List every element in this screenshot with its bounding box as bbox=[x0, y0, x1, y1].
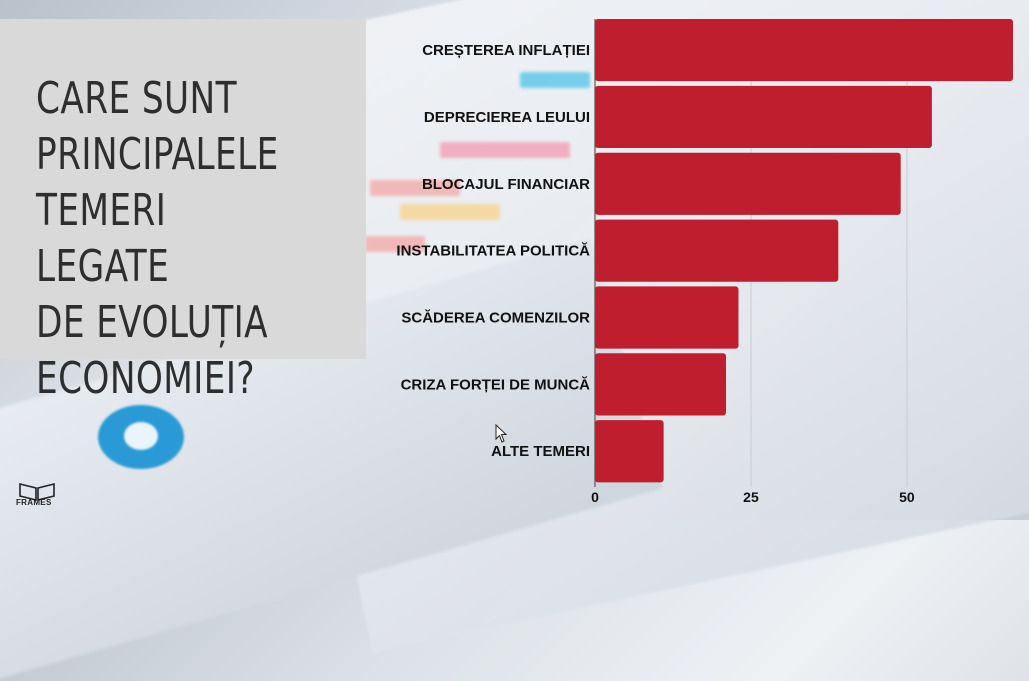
background-decoration bbox=[440, 142, 570, 158]
x-tick-label: 50 bbox=[899, 489, 915, 505]
chart-bar bbox=[595, 353, 727, 416]
x-tick-label: 25 bbox=[743, 489, 759, 505]
chart-bar bbox=[595, 219, 839, 282]
background-decoration bbox=[124, 422, 158, 450]
category-label: DEPRECIEREA LEULUI bbox=[424, 109, 590, 126]
background-decoration bbox=[520, 72, 590, 88]
chart-category-labels: CREȘTEREA INFLAȚIEI DEPRECIEREA LEULUI BLO… bbox=[396, 42, 590, 460]
category-label: BLOCAJUL FINANCIAR bbox=[422, 176, 590, 193]
chart-x-tick-labels: 0 25 50 bbox=[591, 489, 915, 505]
chart-bar bbox=[595, 85, 932, 149]
chart-bar bbox=[595, 152, 901, 215]
category-label: CRIZA FORȚEI DE MUNCĂ bbox=[401, 376, 591, 393]
mouse-cursor-icon bbox=[495, 424, 508, 443]
title-box: CARE SUNT PRINCIPALELE TEMERI LEGATE DE … bbox=[0, 19, 366, 404]
page-title: CARE SUNT PRINCIPALELE TEMERI LEGATE DE … bbox=[36, 73, 279, 404]
chart-bar bbox=[595, 286, 739, 349]
logo-text: FRAMES bbox=[16, 498, 52, 507]
category-label: ALTE TEMERI bbox=[491, 443, 590, 460]
chart-bars bbox=[595, 19, 1013, 483]
background-decoration bbox=[400, 204, 500, 220]
chart-bar bbox=[595, 19, 1013, 82]
bar-chart: CREȘTEREA INFLAȚIEI DEPRECIEREA LEULUI BLO… bbox=[396, 19, 1013, 505]
category-label: SCĂDEREA COMENZILOR bbox=[401, 310, 590, 327]
frames-logo-icon bbox=[19, 482, 55, 502]
background-decoration bbox=[365, 236, 425, 252]
category-label: CREȘTEREA INFLAȚIEI bbox=[422, 42, 590, 59]
category-label: INSTABILITATEA POLITICĂ bbox=[396, 243, 590, 260]
background-decoration bbox=[370, 180, 460, 196]
x-tick-label: 0 bbox=[591, 489, 599, 505]
chart-bar bbox=[595, 420, 664, 483]
